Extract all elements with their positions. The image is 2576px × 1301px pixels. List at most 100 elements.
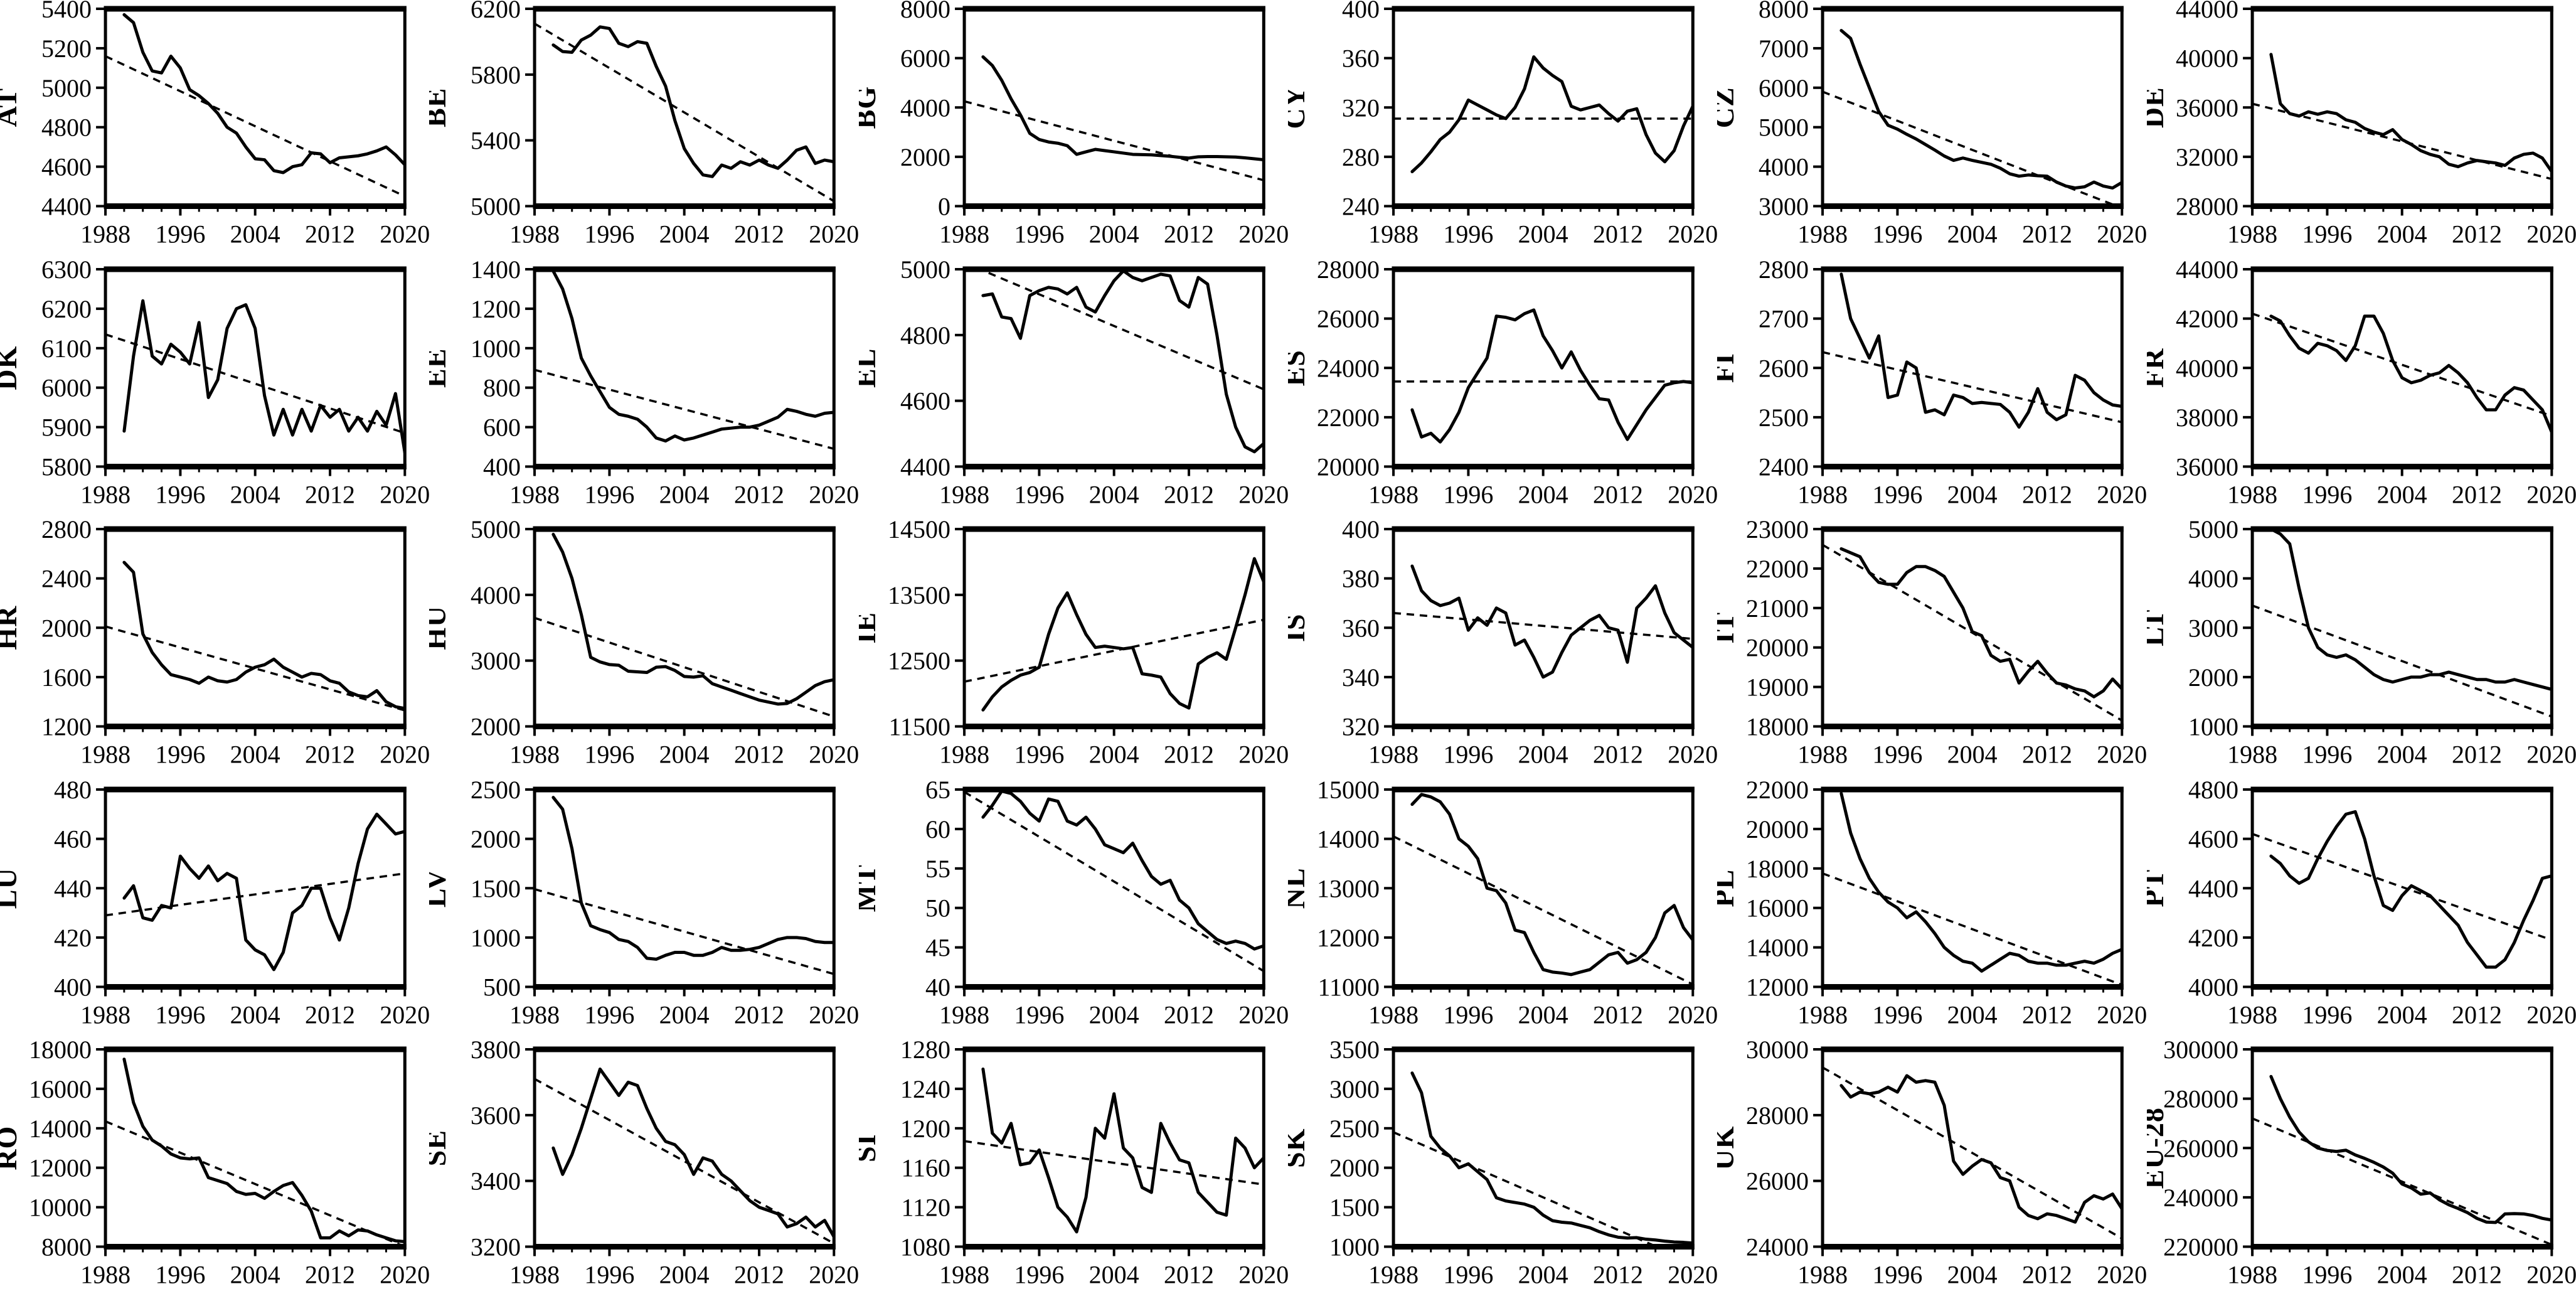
y-tick-label: 3200 bbox=[471, 1233, 521, 1261]
y-tick-label: 5000 bbox=[1759, 114, 1809, 142]
y-tick-label: 14000 bbox=[29, 1115, 92, 1143]
trend-line bbox=[2252, 832, 2552, 941]
data-line bbox=[981, 557, 1264, 712]
chart-panel-MT: 40 45 50 55 60 65 1988 1996 2004 2012 2020 MT bbox=[859, 781, 1288, 1041]
x-tick-label: 2020 bbox=[380, 220, 429, 249]
chart-panel-DK: 5800 5900 6000 6100 6200 6300 1988 1996 2004 2012… bbox=[0, 260, 429, 521]
panel-code-label: IS bbox=[1288, 614, 1311, 643]
trend-line bbox=[964, 791, 1264, 972]
x-tick-label: 2020 bbox=[1238, 220, 1288, 249]
data-line bbox=[2269, 1075, 2552, 1224]
y-tick-label: 4200 bbox=[2188, 924, 2238, 952]
y-tick-label: 2800 bbox=[41, 520, 92, 543]
y-tick-label: 240 bbox=[1342, 192, 1380, 220]
y-tick-label: 500 bbox=[483, 973, 521, 1001]
x-tick-label: 2012 bbox=[2452, 480, 2502, 508]
y-tick-label: 21000 bbox=[1746, 594, 1809, 623]
y-tick-label: 22000 bbox=[1746, 781, 1809, 804]
x-tick-label: 1996 bbox=[1014, 741, 1064, 769]
y-tick-label: 1000 bbox=[471, 924, 521, 952]
y-tick-label: 380 bbox=[1342, 565, 1380, 593]
x-tick-label: 2020 bbox=[380, 1261, 429, 1289]
x-tick-label: 2020 bbox=[2526, 1261, 2576, 1289]
data-line bbox=[981, 1068, 1264, 1234]
panel-code-label: BG bbox=[859, 86, 881, 129]
x-tick-label: 1988 bbox=[2227, 220, 2277, 249]
y-tick-label: 1240 bbox=[900, 1075, 950, 1103]
chart-panel-NL: 11000 12000 13000 14000 15000 1988 1996 2004 201… bbox=[1288, 781, 1717, 1041]
x-tick-label: 2012 bbox=[1164, 1261, 1214, 1289]
x-tick-label: 1988 bbox=[1797, 480, 1848, 508]
x-tick-label: 2020 bbox=[380, 741, 429, 769]
y-tick-label: 1280 bbox=[900, 1041, 950, 1064]
y-tick-label: 13000 bbox=[1317, 874, 1380, 902]
y-tick-label: 18000 bbox=[1746, 713, 1809, 741]
y-tick-label: 460 bbox=[54, 825, 92, 853]
y-tick-label: 4400 bbox=[2188, 874, 2238, 902]
y-tick-label: 36000 bbox=[2176, 452, 2238, 481]
y-tick-label: 240000 bbox=[2163, 1184, 2238, 1212]
y-tick-label: 20000 bbox=[1746, 634, 1809, 662]
x-tick-label: 2012 bbox=[1164, 480, 1214, 508]
x-tick-label: 1996 bbox=[1443, 741, 1493, 769]
y-tick-label: 22000 bbox=[1746, 555, 1809, 583]
x-tick-label: 1988 bbox=[2227, 480, 2277, 508]
chart-panel-IS: 320 340 360 380 400 1988 1996 2004 2012 2020 IS bbox=[1288, 520, 1717, 781]
x-tick-label: 1988 bbox=[509, 220, 560, 249]
y-tick-label: 1500 bbox=[1329, 1194, 1380, 1222]
x-tick-label: 1988 bbox=[1797, 1261, 1848, 1289]
chart-panel-CZ: 3000 4000 5000 6000 7000 8000 1988 1996 2004 2012… bbox=[1717, 0, 2146, 260]
x-tick-label: 2004 bbox=[1088, 1000, 1139, 1029]
x-tick-label: 2012 bbox=[1164, 1000, 1214, 1029]
y-tick-label: 280000 bbox=[2163, 1085, 2238, 1113]
x-tick-label: 1988 bbox=[1797, 1000, 1848, 1029]
chart-panel-BE: 5000 5400 5800 6200 1988 1996 2004 2012 2020 BE bbox=[429, 0, 858, 260]
y-tick-label: 320 bbox=[1342, 94, 1380, 122]
data-line bbox=[1839, 547, 2122, 699]
x-tick-label: 1988 bbox=[80, 480, 130, 508]
y-tick-label: 3000 bbox=[471, 647, 521, 675]
y-tick-label: 1200 bbox=[471, 295, 521, 323]
x-tick-label: 2020 bbox=[2526, 220, 2576, 249]
y-tick-label: 5000 bbox=[471, 520, 521, 543]
x-tick-label: 2020 bbox=[1668, 1261, 1717, 1289]
x-tick-label: 2012 bbox=[305, 480, 355, 508]
chart-svg-BG: 0 2000 4000 6000 8000 1988 1996 2004 2012 2020 BG bbox=[859, 0, 1288, 249]
x-tick-label: 1988 bbox=[1797, 741, 1848, 769]
y-tick-label: 2500 bbox=[1329, 1115, 1380, 1143]
trend-line bbox=[2252, 604, 2552, 718]
x-tick-label: 1988 bbox=[1368, 220, 1418, 249]
y-tick-label: 3600 bbox=[471, 1101, 521, 1130]
chart-svg-EE: 400 600 800 1000 1200 1400 1988 1996 2004 2012 202… bbox=[429, 260, 858, 509]
y-tick-label: 6200 bbox=[41, 295, 92, 323]
x-tick-label: 1988 bbox=[80, 1261, 130, 1289]
x-tick-label: 2004 bbox=[659, 1261, 710, 1289]
chart-svg-BE: 5000 5400 5800 6200 1988 1996 2004 2012 2020 BE bbox=[429, 0, 858, 249]
x-tick-label: 1996 bbox=[585, 741, 635, 769]
trend-line bbox=[964, 1140, 1264, 1186]
chart-svg-IT: 18000 19000 20000 21000 22000 23000 1988 1996 20… bbox=[1717, 520, 2146, 769]
chart-svg-EL: 4400 4600 4800 5000 1988 1996 2004 2012 2020 EL bbox=[859, 260, 1288, 509]
panel-code-label: FI bbox=[1717, 353, 1740, 383]
x-tick-label: 2004 bbox=[1088, 220, 1139, 249]
x-tick-label: 1996 bbox=[1873, 1000, 1923, 1029]
y-tick-label: 13500 bbox=[888, 581, 950, 609]
y-tick-label: 6000 bbox=[1759, 74, 1809, 102]
x-tick-label: 2004 bbox=[2376, 220, 2427, 249]
data-line bbox=[981, 55, 1264, 162]
x-tick-label: 2004 bbox=[659, 1000, 710, 1029]
x-tick-label: 2004 bbox=[1518, 480, 1568, 508]
chart-panel-LT: 1000 2000 3000 4000 5000 1988 1996 2004 2012 2020… bbox=[2147, 520, 2576, 781]
chart-svg-LT: 1000 2000 3000 4000 5000 1988 1996 2004 2012 2020… bbox=[2147, 520, 2576, 769]
chart-panel-ES: 20000 22000 24000 26000 28000 1988 1996 2004 201… bbox=[1288, 260, 1717, 521]
x-tick-label: 1996 bbox=[1443, 1261, 1493, 1289]
y-tick-label: 1600 bbox=[41, 663, 92, 692]
y-tick-label: 5000 bbox=[41, 74, 92, 102]
x-tick-label: 2012 bbox=[2022, 220, 2072, 249]
y-tick-label: 260000 bbox=[2163, 1135, 2238, 1163]
y-tick-label: 1400 bbox=[471, 260, 521, 284]
y-tick-label: 16000 bbox=[29, 1075, 92, 1103]
y-tick-label: 3000 bbox=[2188, 614, 2238, 642]
x-tick-label: 2012 bbox=[2022, 1261, 2072, 1289]
